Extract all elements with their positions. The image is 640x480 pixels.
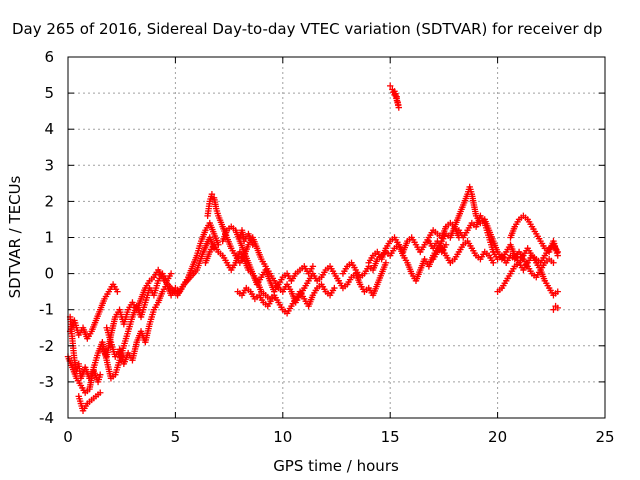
y-tick-label: -1 <box>39 301 54 319</box>
series-track-k <box>234 284 276 310</box>
series-track-o <box>387 82 402 111</box>
series-track-p <box>429 183 561 299</box>
data-point <box>554 288 561 295</box>
series-track-j <box>236 227 256 248</box>
x-tick-label: 5 <box>171 428 181 446</box>
series-track-l <box>335 259 390 299</box>
y-tick-label: 3 <box>44 156 54 174</box>
data-point <box>268 295 276 303</box>
data-point <box>550 306 557 313</box>
series-track-v <box>550 302 561 313</box>
series-track-b <box>66 281 121 342</box>
x-tick-label: 15 <box>381 428 400 446</box>
data-point <box>554 304 561 312</box>
data-point <box>554 252 561 259</box>
data-point <box>331 284 338 292</box>
data-point <box>167 270 175 277</box>
series-track-e <box>103 219 222 368</box>
y-tick-label: 1 <box>44 229 54 247</box>
chart-title: Day 265 of 2016, Sidereal Day-to-day VTE… <box>12 20 602 38</box>
y-tick-label: 4 <box>44 120 54 138</box>
data-point <box>550 259 557 266</box>
data-point <box>309 263 317 270</box>
series-track-r <box>455 212 497 256</box>
data-point <box>387 82 394 90</box>
y-tick-label: 0 <box>44 265 54 283</box>
axis-ticks: 0 5 10 15 20 25 -4 -3 -2 -1 0 1 2 3 4 5 6 <box>39 48 615 446</box>
x-tick-label: 25 <box>595 428 614 446</box>
x-axis-label: GPS time / hours <box>273 457 399 475</box>
series-track-i <box>219 223 317 295</box>
y-tick-label: -4 <box>39 409 54 427</box>
data-point <box>490 259 497 266</box>
data-point <box>97 371 104 378</box>
y-tick-label: 2 <box>44 192 54 210</box>
data-point <box>382 259 390 266</box>
data-point <box>114 288 121 295</box>
data-point <box>393 93 400 100</box>
series-track-c <box>75 389 104 414</box>
y-tick-label: 6 <box>44 48 54 66</box>
x-tick-label: 20 <box>488 428 507 446</box>
data-point <box>97 389 104 396</box>
y-tick-label: 5 <box>44 84 54 102</box>
series-track-u <box>490 248 557 281</box>
series-track-h <box>202 241 338 317</box>
series-track-f <box>99 234 218 360</box>
x-tick-label: 0 <box>63 428 73 446</box>
y-tick-label: -3 <box>39 373 54 391</box>
y-tick-label: -2 <box>39 337 54 355</box>
series-track-t <box>507 212 561 259</box>
data-point <box>208 190 216 198</box>
series-track-q <box>425 237 497 266</box>
grid <box>68 57 605 418</box>
x-tick-label: 10 <box>273 428 292 446</box>
y-axis-label: SDTVAR / TECUs <box>6 175 24 298</box>
data-point <box>442 241 450 248</box>
data-point <box>249 241 256 248</box>
data-points <box>64 82 561 414</box>
